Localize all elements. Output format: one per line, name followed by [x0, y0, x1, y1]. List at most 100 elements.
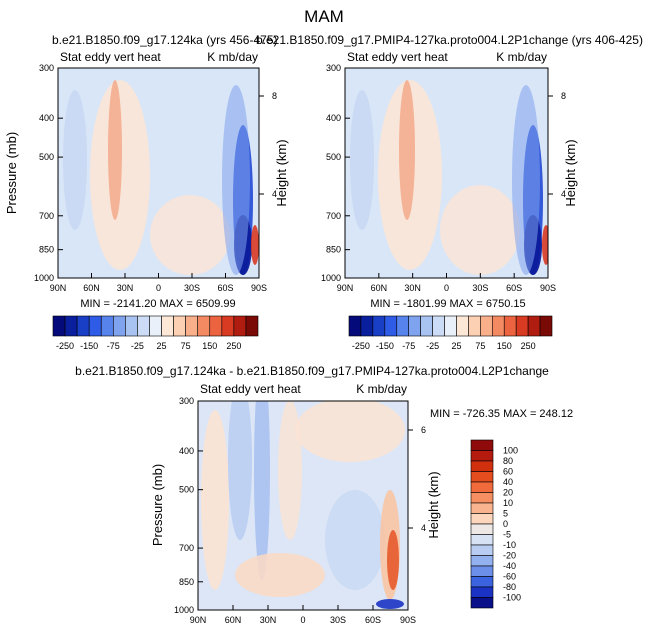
- panel-1-colorbar-box: [149, 315, 162, 337]
- panel-1-y-tick-label: 300: [39, 63, 54, 73]
- panel-3-y2-axis: 64: [408, 425, 426, 533]
- panel-1-colorbar-label: 25: [157, 341, 167, 351]
- panel-3-colorbar-label: 0: [503, 519, 508, 529]
- panel-3-colorbar-label: -100: [503, 593, 521, 603]
- panel-1-units: K mb/day: [207, 50, 258, 64]
- panel-3-variable: Stat eddy vert heat: [200, 382, 301, 396]
- panel-2-x-tick-label: 30S: [472, 283, 488, 293]
- panel-3-field-warm-midlat: [201, 410, 229, 590]
- panel-3-y2label: Height (km): [426, 471, 441, 538]
- panel-2-colorbar-box: [491, 315, 505, 337]
- panel-3-colorbar-box: [470, 523, 494, 535]
- panel-2-colorbar-label: 250: [521, 341, 536, 351]
- panel-3-colorbar-label: 100: [503, 446, 518, 456]
- panel-2-y-tick-label: 1000: [321, 273, 341, 283]
- panel-3-field-cold-surface: [376, 599, 404, 609]
- panel-2-y2label: Height (km): [563, 139, 578, 206]
- panel-3-colorbar-box: [470, 597, 494, 609]
- panel-3-colorbar-box: [470, 544, 494, 556]
- panel-2-colorbar-label: 25: [451, 341, 461, 351]
- panel-3-x-tick-label: 60N: [225, 615, 242, 625]
- panel-3-y-axis: 300 400 500 700 850 1000: [174, 396, 203, 615]
- panel-2-colorbar-box: [420, 315, 433, 337]
- panel-3-stats: MIN = -726.35 MAX = 248.12: [430, 408, 573, 420]
- panel-3-x-axis: 90N 60N 30N 0 30S 60S 90S: [190, 605, 416, 625]
- panel-2-colorbar-box: [432, 315, 445, 337]
- figure-title: MAM: [304, 7, 344, 26]
- panel-1-field-cold-halo: [222, 85, 250, 275]
- panel-3-y-tick-label: 300: [179, 396, 194, 406]
- panel-2-colorbar-label: -25: [426, 341, 439, 351]
- panel-2-colorbar-box: [539, 315, 553, 337]
- panel-3-colorbar-box: [470, 513, 494, 525]
- panel-1-colorbar-label: 75: [181, 341, 191, 351]
- panel-3-colorbar-label: -40: [503, 561, 516, 571]
- panel-3-y2-tick-label: 4: [421, 523, 426, 533]
- panel-1-colorbar-box: [88, 315, 102, 337]
- panel-3-y-tick-label: 700: [179, 543, 194, 553]
- panel-2-colorbar-box: [503, 315, 517, 337]
- panel-2-field-warm-core: [399, 80, 415, 220]
- panel-3-colorbar-label: 40: [503, 477, 513, 487]
- panel-2-field-warm-south: [440, 185, 520, 275]
- panel-1-field-warm-core: [108, 80, 122, 220]
- panel-3-x-tick-label: 0: [300, 615, 305, 625]
- panel-1-colorbar-box: [52, 315, 66, 337]
- panel-1-x-tick-label: 30S: [184, 283, 200, 293]
- panel-1-y-tick-label: 700: [39, 211, 54, 221]
- panel-1-y-tick-label: 500: [39, 152, 54, 162]
- panel-2-y2-axis: 84: [548, 91, 566, 199]
- panel-1: b.e21.B1850.f09_g17.124ka (yrs 456-475) …: [4, 33, 289, 351]
- panel-3-field-warm-south: [295, 401, 405, 462]
- panel-1-x-axis: 90N 60N 30N 0 30S 60S 90S: [50, 273, 267, 293]
- panel-2-colorbar-label: -150: [376, 341, 394, 351]
- panel-1-colorbar-box: [161, 315, 174, 337]
- panel-3-colorbar-box: [470, 576, 494, 588]
- panel-3-colorbar-box: [470, 565, 494, 577]
- panel-1-colorbar-box: [185, 315, 199, 337]
- panel-1-y2label: Height (km): [274, 139, 289, 206]
- panel-2-x-tick-label: 30N: [404, 283, 421, 293]
- panel-2-colorbar-box: [372, 315, 386, 337]
- panel-1-colorbar-label: -150: [80, 341, 98, 351]
- panel-2-colorbar-box: [515, 315, 529, 337]
- panel-2-colorbar-box: [384, 315, 398, 337]
- panel-1-colorbar-label: -250: [56, 341, 74, 351]
- panel-2-x-tick-label: 90S: [540, 283, 556, 293]
- panel-2-y-tick-label: 300: [326, 63, 341, 73]
- panel-1-y-axis: 300 400 500 700 850 1000: [34, 63, 63, 283]
- panel-1-x-tick-label: 0: [156, 283, 161, 293]
- panel-3-field-hot-edge: [387, 530, 399, 590]
- panel-2-y-tick-label: 500: [326, 152, 341, 162]
- panel-2-colorbar-label: -75: [402, 341, 415, 351]
- panel-2-stats: MIN = -1801.99 MAX = 6750.15: [370, 298, 525, 310]
- panel-1-colorbar-box: [64, 315, 78, 337]
- panel-2-colorbar-box: [527, 315, 541, 337]
- panel-1-y2-tick-label: 8: [272, 91, 277, 101]
- panel-3-colorbar-label: -10: [503, 540, 516, 550]
- panel-3-colorbar-label: -5: [503, 530, 511, 540]
- panel-3-units: K mb/day: [356, 382, 407, 396]
- panel-3-colorbar-label: 5: [503, 509, 508, 519]
- panel-3-colorbar-box: [470, 555, 494, 567]
- panel-2-colorbar: -250 -150 -75 -25 25 75 150 250: [348, 315, 553, 351]
- panel-1-field-cool-north: [63, 90, 87, 230]
- panel-1-x-tick-label: 90S: [251, 283, 267, 293]
- panel-2-x-tick-label: 0: [444, 283, 449, 293]
- panel-2-colorbar-label: 75: [475, 341, 485, 351]
- panel-3-field-cool-band: [254, 401, 270, 580]
- panel-2-y2-tick-label: 4: [561, 189, 566, 199]
- panel-3-colorbar-box: [470, 460, 494, 472]
- panel-2-x-tick-label: 60N: [371, 283, 388, 293]
- panel-2-colorbar-box: [468, 315, 481, 337]
- panel-2-colorbar-box: [408, 315, 421, 337]
- panel-2-colorbar-label: 150: [497, 341, 512, 351]
- panel-1-variable: Stat eddy vert heat: [60, 50, 161, 64]
- panel-3-ylabel: Pressure (mb): [150, 464, 165, 546]
- panel-2-colorbar-box: [480, 315, 493, 337]
- panel-2-title: b.e21.B1850.f09_g17.PMIP4-127ka.proto004…: [256, 33, 643, 47]
- panel-3-colorbar-box: [470, 450, 494, 462]
- panel-2-y2-tick-label: 8: [561, 91, 566, 101]
